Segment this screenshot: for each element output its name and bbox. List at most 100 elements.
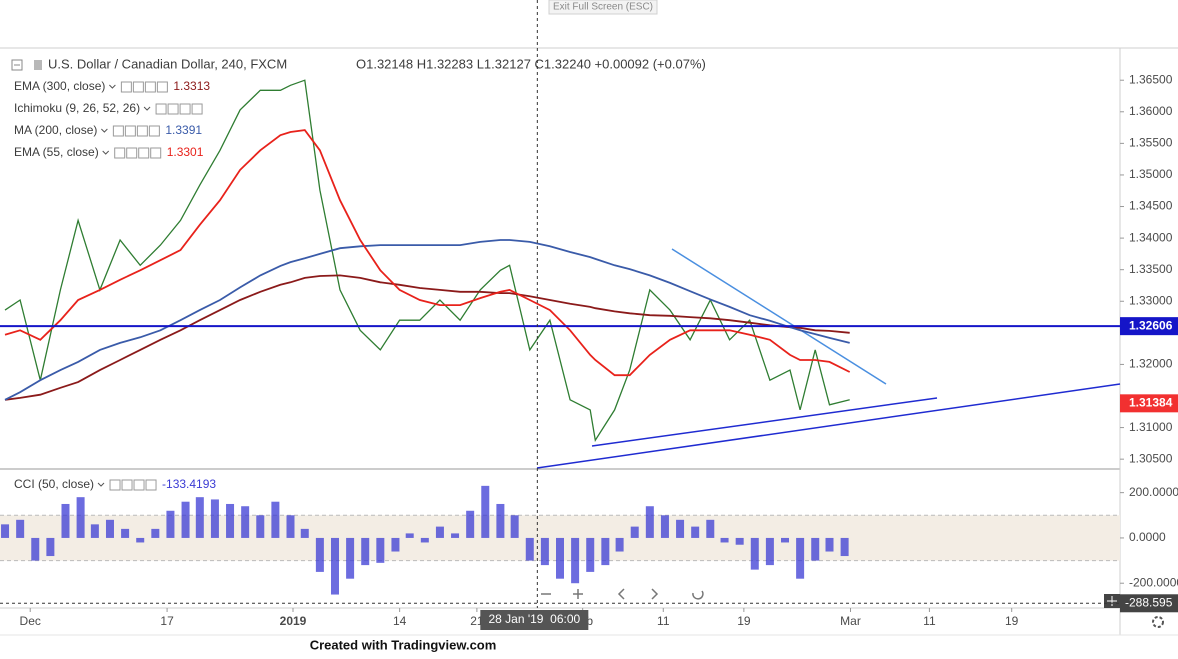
collapse-icon[interactable] (11, 59, 23, 71)
exit-button-label[interactable]: Exit Full Screen (ESC) (553, 2, 653, 13)
x-tick-label: 19 (737, 614, 751, 628)
crosshair-x-box (480, 610, 589, 630)
x-tick-label: 11 (923, 614, 936, 628)
legend-name: Ichimoku (9, 26, 52, 26) (14, 101, 140, 115)
trend-line (536, 383, 1121, 469)
x-tick-label: Mar (840, 614, 861, 628)
cci-bar (765, 537, 774, 566)
cci-bar (136, 537, 145, 543)
cci-bar (226, 503, 235, 538)
cci-bar (615, 537, 624, 552)
cci-bar (525, 537, 534, 561)
y-tick-label: 1.34500 (1129, 199, 1173, 213)
moving-average (4, 274, 850, 401)
y-tick-label: 1.31000 (1129, 420, 1173, 434)
footer: Created with Tradingview.com (310, 637, 497, 652)
cci-bar (781, 537, 790, 543)
cci-bar (181, 501, 190, 538)
back-layer (0, 0, 1178, 636)
cci-bar (466, 510, 475, 538)
cci-bar (720, 537, 729, 543)
cci-bar (241, 506, 250, 538)
x-tick-label: Dec (20, 614, 41, 628)
cci-bar (31, 537, 40, 561)
cci-bar (121, 528, 130, 538)
legend-value: 1.3301 (167, 145, 204, 159)
trend-line (591, 397, 938, 447)
cci-bar (481, 485, 490, 538)
cci-bar (346, 537, 355, 579)
y-tick-label: 1.32000 (1129, 357, 1173, 371)
moving-average (4, 129, 851, 377)
cci-bar (825, 537, 834, 552)
cci-bar (330, 537, 339, 595)
study-icon (121, 479, 133, 491)
y-tick-label: 1.35500 (1129, 136, 1173, 150)
study-icon (114, 147, 126, 159)
cci-bar (361, 537, 370, 566)
x-tick-label: 11 (657, 614, 670, 628)
scroll-right[interactable] (651, 588, 659, 600)
cci-bar (540, 537, 549, 566)
settings-icon[interactable] (1152, 616, 1164, 628)
cci-bar (405, 533, 414, 538)
trend-line (671, 248, 887, 385)
y-tick-label: 1.36500 (1129, 72, 1173, 86)
study-icon (167, 103, 179, 115)
exit-button-box[interactable] (548, 0, 658, 15)
study-icon (132, 81, 144, 93)
y-tick-label: 1.33500 (1129, 262, 1173, 276)
legend-name: EMA (300, close) (14, 79, 105, 93)
study-icon (112, 125, 124, 137)
legend-caret (102, 150, 110, 155)
cci-bar (391, 537, 400, 552)
x-tick-label: 17 (160, 614, 174, 628)
y-tick-label: 1.33000 (1129, 293, 1173, 307)
study-icon (179, 103, 191, 115)
scroll-left[interactable] (617, 588, 625, 600)
legend-name: CCI (50, close) (14, 477, 94, 491)
study-icon (144, 81, 156, 93)
symbol-icon (34, 60, 42, 70)
legend-value: 1.3313 (173, 79, 210, 93)
legend-value: -133.4193 (162, 477, 216, 491)
cci-bar (660, 515, 669, 538)
last-price-label-box (1120, 394, 1178, 413)
ohlc-readout: O1.32148 H1.32283 L1.32127 C1.32240 +0.0… (356, 56, 706, 71)
cci-bar (376, 537, 385, 563)
study-icon (191, 103, 203, 115)
last-price-label: 1.31384 (1129, 395, 1173, 409)
cci-bar (151, 528, 160, 538)
reset[interactable] (692, 590, 704, 600)
cci-bar (750, 537, 759, 570)
cci-bar (735, 537, 744, 545)
study-icon (120, 81, 132, 93)
level-label: 1.32606 (1129, 318, 1173, 332)
study-icon (148, 125, 160, 137)
level-label-box (1120, 317, 1178, 336)
cci-bar (76, 497, 85, 538)
cci-bar (90, 524, 99, 538)
y-tick-label: 1.36000 (1129, 104, 1173, 118)
cci-bar (630, 526, 639, 538)
zoom-controls[interactable] (541, 588, 704, 600)
x-tick-label: 14 (393, 614, 407, 628)
legend-caret (97, 482, 105, 487)
cci-bar (601, 537, 610, 566)
cci-bar (510, 515, 519, 538)
study-icon (126, 147, 138, 159)
cci-bar (300, 528, 309, 538)
cci-bar (645, 506, 654, 538)
crosshair-x-label: 28 Jan '19 06:00 (488, 612, 580, 626)
study-icon (145, 479, 157, 491)
cci-bar (16, 519, 25, 538)
y-tick-label: -200.0000 (1129, 575, 1178, 589)
cci-bar (556, 537, 564, 579)
crosshair-y-box (1120, 594, 1178, 613)
study-icon (124, 125, 136, 137)
cci-bar (271, 501, 280, 538)
y-tick-label: 200.0000 (1129, 485, 1178, 499)
legend-caret (101, 128, 108, 133)
cci-bar (676, 519, 685, 538)
